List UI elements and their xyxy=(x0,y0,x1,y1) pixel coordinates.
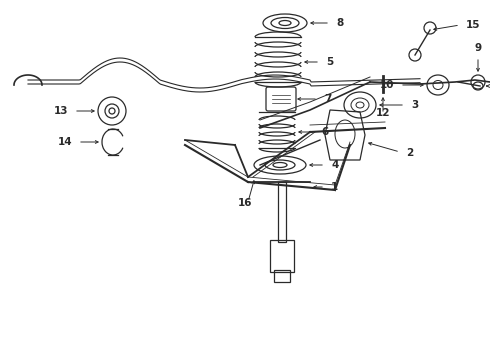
Text: 5: 5 xyxy=(326,57,333,67)
Text: 16: 16 xyxy=(238,198,252,208)
Text: 6: 6 xyxy=(321,127,328,137)
Text: 9: 9 xyxy=(474,43,482,53)
Text: 10: 10 xyxy=(379,80,394,90)
Bar xyxy=(278,182,286,242)
Text: 2: 2 xyxy=(406,148,413,158)
Text: 12: 12 xyxy=(376,108,390,118)
Text: 15: 15 xyxy=(466,20,480,30)
Text: 3: 3 xyxy=(411,100,418,110)
Text: 1: 1 xyxy=(331,182,338,192)
Text: 8: 8 xyxy=(336,18,343,28)
Bar xyxy=(270,240,294,272)
Text: 4: 4 xyxy=(331,160,339,170)
Text: 7: 7 xyxy=(324,94,331,104)
Text: 13: 13 xyxy=(53,106,68,116)
Bar xyxy=(274,270,290,282)
Text: 14: 14 xyxy=(57,137,72,147)
